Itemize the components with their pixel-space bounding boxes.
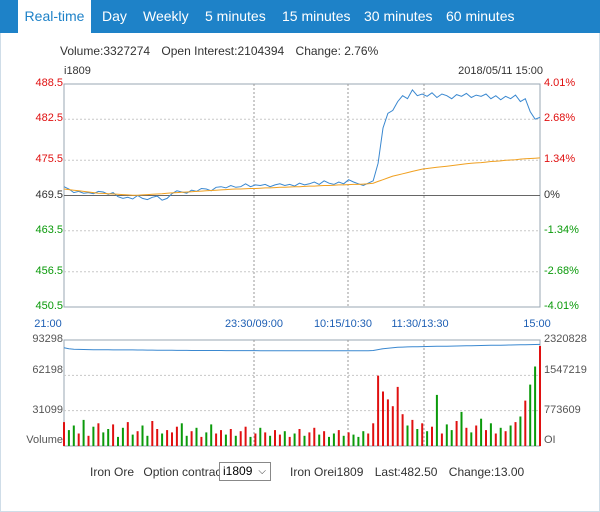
time-tick-label: 15:00: [523, 318, 551, 330]
price-lines: [63, 89, 541, 201]
contract-select[interactable]: i1809 ⌵: [219, 462, 271, 481]
oi-tick-label: 773609: [544, 404, 581, 416]
percent-tick-label: 4.01%: [544, 77, 576, 89]
tab-weekly[interactable]: Weekly: [143, 8, 189, 24]
last-price: Last:482.50: [374, 465, 438, 479]
quote-name: Iron Orei1809: [290, 465, 364, 479]
price-tick-label: 456.5: [35, 264, 63, 277]
stats-bar: Volume:3327274 Open Interest:2104394 Cha…: [60, 44, 386, 58]
period-tabbar: Real-time Day Weekly 5 minutes 15 minute…: [0, 0, 600, 33]
volume-stat: Volume:3327274: [60, 44, 151, 58]
change-stat: Change: 2.76%: [295, 44, 379, 58]
volume-tick-label: 93298: [32, 333, 63, 345]
chevron-down-icon: ⌵: [258, 466, 266, 477]
price-tick-label: 469.5: [35, 188, 63, 201]
open-interest-stat: Open Interest:2104394: [161, 44, 285, 58]
tab-60-minutes[interactable]: 60 minutes: [446, 8, 515, 24]
tab-day[interactable]: Day: [102, 8, 127, 24]
oi-tick-label: 2320828: [544, 333, 587, 345]
tab-real-time[interactable]: Real-time: [18, 0, 91, 33]
percent-tick-label: 2.68%: [544, 112, 576, 125]
percent-tick-label: -4.01%: [544, 300, 579, 312]
tab-5-minutes[interactable]: 5 minutes: [205, 8, 266, 24]
chart-timestamp: 2018/05/11 15:00: [458, 65, 543, 77]
product-name: Iron Ore: [90, 465, 135, 479]
price-tick-label: 450.5: [35, 300, 63, 312]
percent-tick-label: 0%: [544, 188, 560, 201]
tab-15-minutes[interactable]: 15 minutes: [282, 8, 351, 24]
oi-tick-label: 1547219: [544, 364, 587, 376]
option-contracts-label: Option contracts: [143, 465, 231, 479]
price-line: [63, 89, 541, 201]
volume-tick-label: Volume: [26, 434, 63, 446]
quote-summary: Iron Orei1809 Last:482.50 Change:13.00: [290, 465, 524, 479]
price-tick-label: 488.5: [35, 77, 63, 89]
time-tick-label: 23:30/09:00: [224, 318, 284, 330]
time-tick-label: 11:30/13:30: [391, 318, 449, 330]
volume-tick-label: 31099: [32, 404, 63, 416]
volume-tick-label: 62198: [32, 364, 63, 376]
time-tick-label: 10:15/10:30: [313, 318, 373, 330]
volume-bars: [63, 346, 541, 446]
average-price-line: [63, 157, 541, 196]
price-tick-label: 463.5: [35, 223, 63, 236]
open-interest-line: [63, 343, 541, 352]
price-tick-label: 475.5: [35, 153, 63, 166]
tab-30-minutes[interactable]: 30 minutes: [364, 8, 433, 24]
oi-tick-label: OI: [544, 434, 556, 446]
footer-bar: Iron Ore Option contracts: [90, 465, 231, 479]
percent-tick-label: 1.34%: [544, 153, 576, 166]
contract-select-value: i1809: [223, 464, 253, 478]
percent-tick-label: -2.68%: [544, 264, 579, 277]
price-tick-label: 482.5: [35, 112, 63, 125]
open-interest-line: [63, 343, 541, 352]
percent-tick-label: -1.34%: [544, 223, 579, 236]
volume-panel-border: [63, 339, 541, 447]
chart-grid: [63, 83, 541, 447]
time-tick-label: 21:00: [34, 318, 62, 330]
contract-code: i1809: [64, 65, 91, 77]
quote-change: Change:13.00: [448, 465, 525, 479]
